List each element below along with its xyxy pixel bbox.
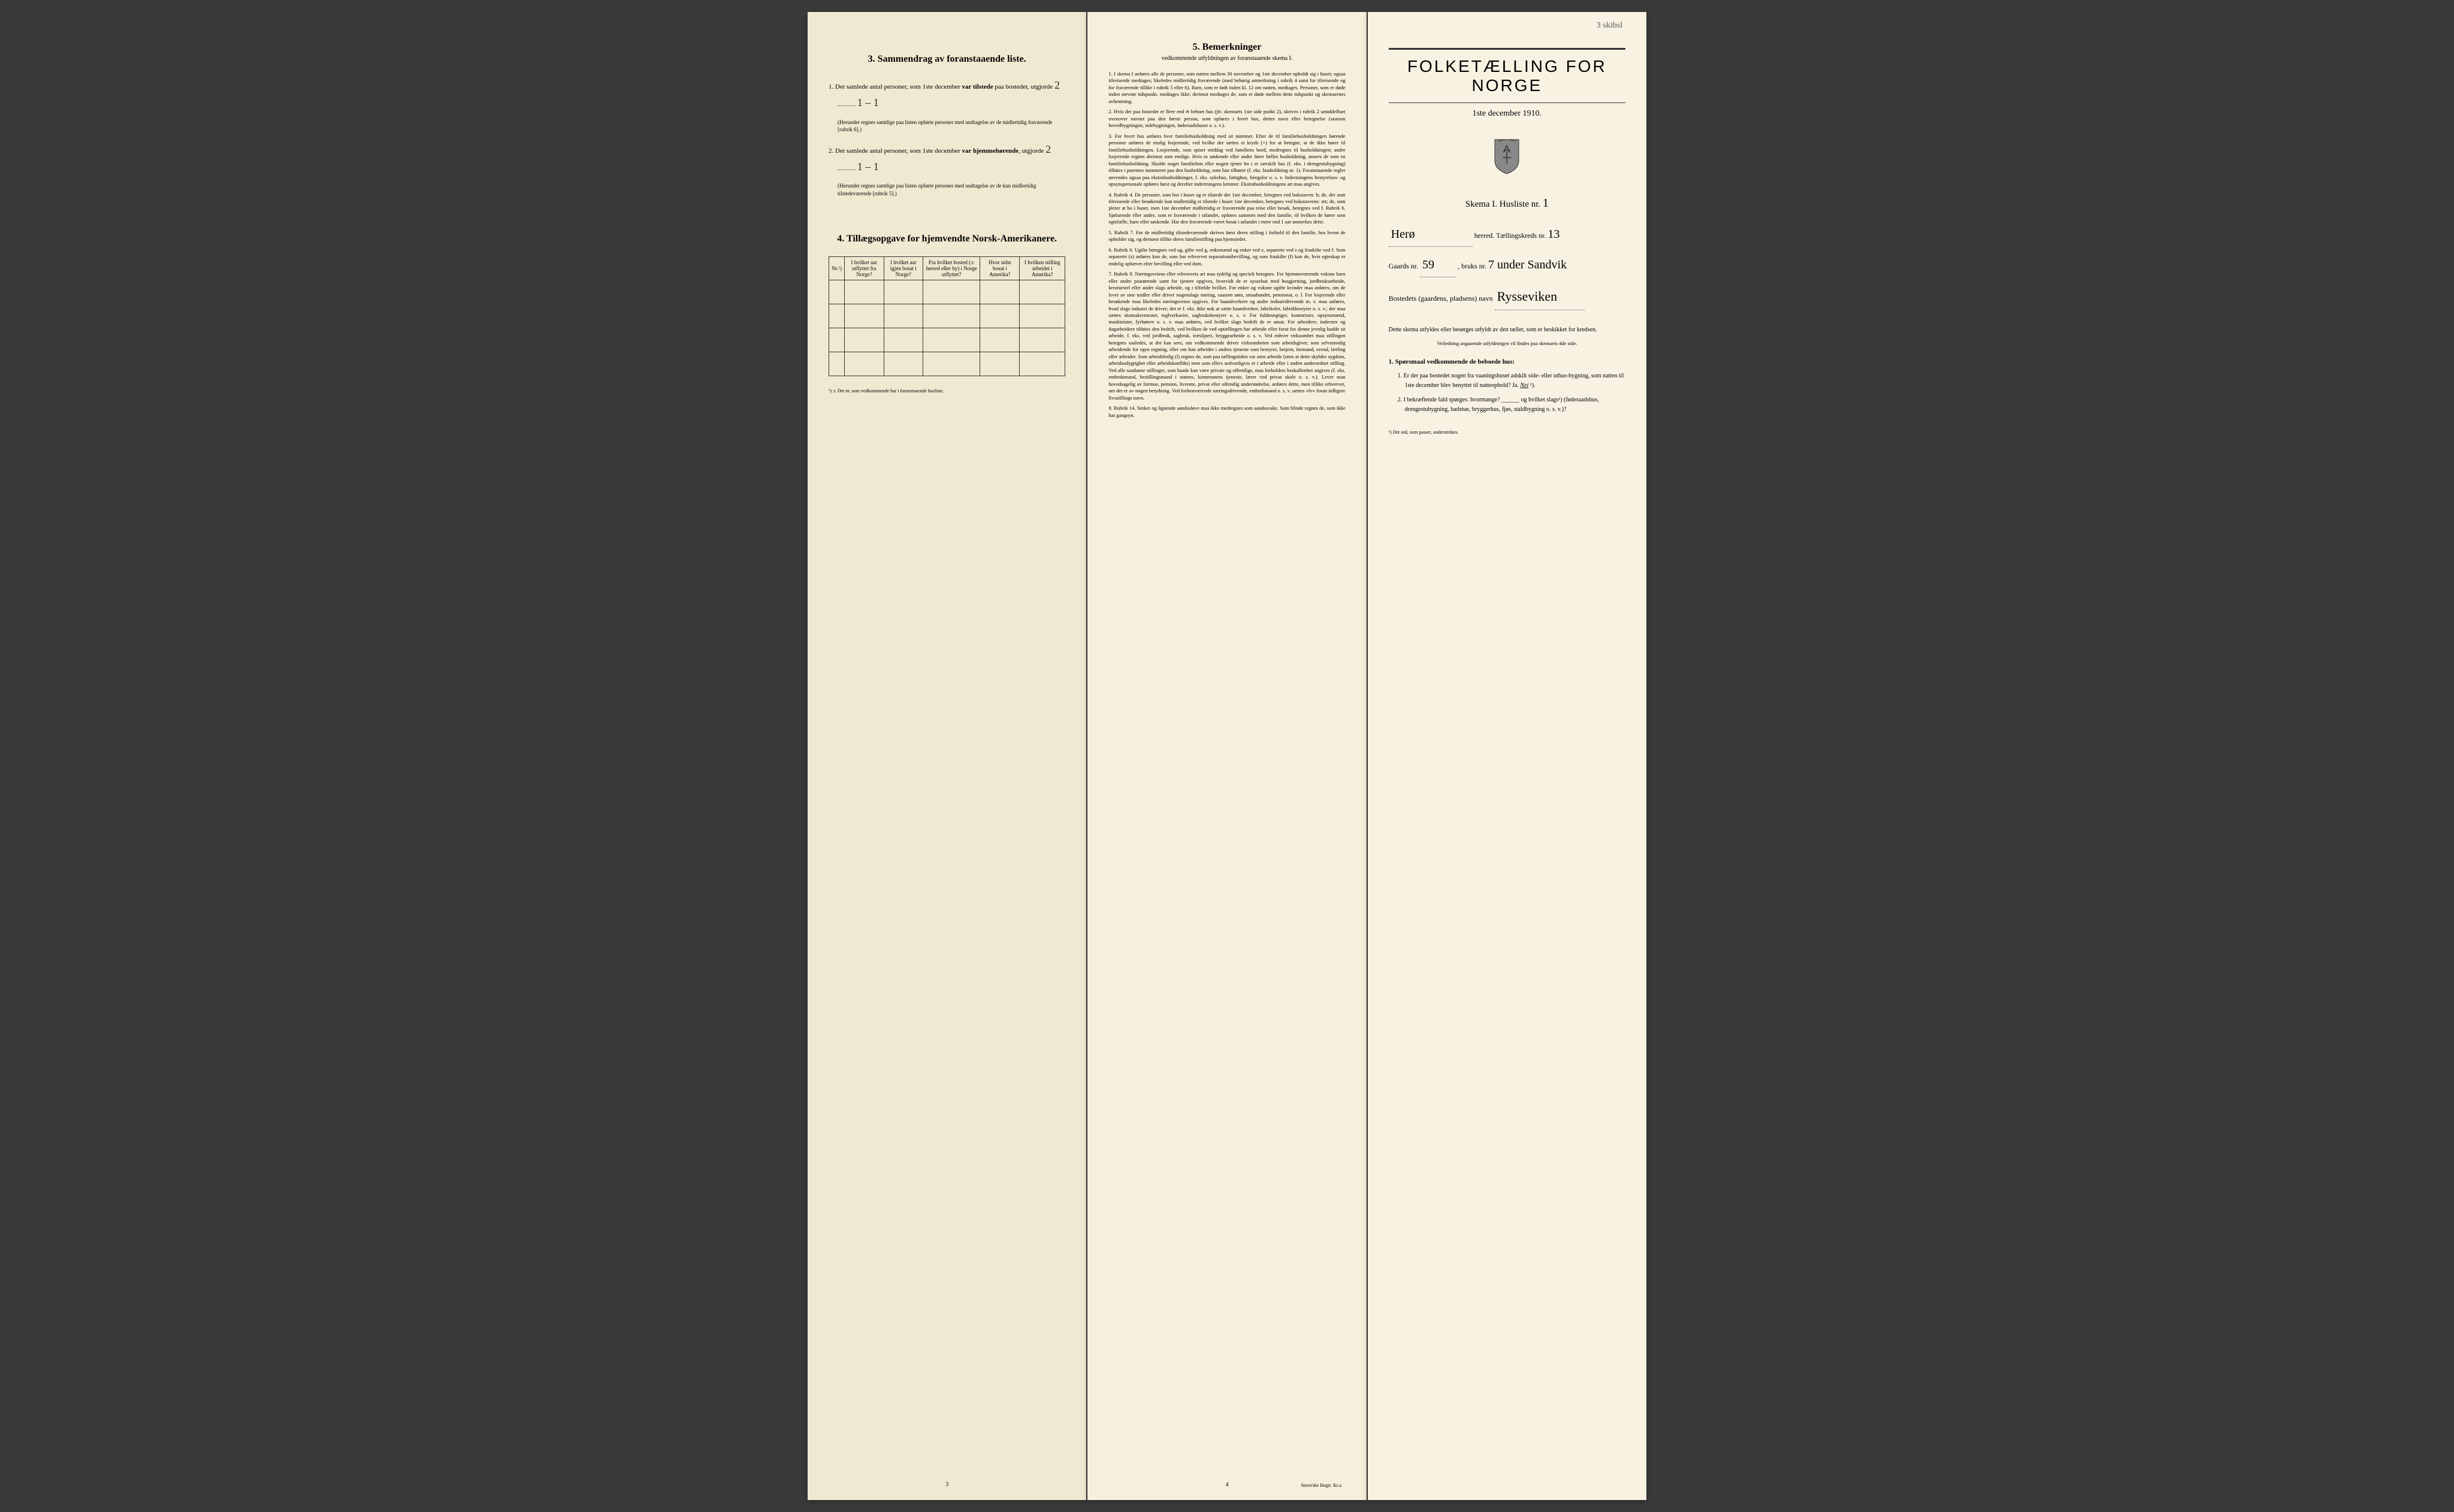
page-number: 3 bbox=[945, 1481, 948, 1488]
th-c2: I hvilket aar utflyttet fra Norge? bbox=[844, 256, 884, 280]
item1-value: 2 bbox=[1054, 79, 1060, 91]
remark-7: 7. Rubrik 9. Næringsveiens eller erhverv… bbox=[1108, 271, 1345, 401]
gaards-label: Gaards nr. bbox=[1389, 262, 1418, 270]
item1-note: (Herunder regnes samtlige paa listen opf… bbox=[838, 119, 1065, 134]
th-nr: Nr.¹) bbox=[829, 256, 845, 280]
census-date: 1ste december 1910. bbox=[1389, 109, 1625, 119]
herred-label: herred. Tællingskreds nr. bbox=[1474, 231, 1546, 240]
section-3-title: 3. Sammendrag av foranstaaende liste. bbox=[829, 54, 1065, 65]
printer-mark: Steen'ske Bogtr. Kr.a. bbox=[1301, 1483, 1342, 1488]
th-c4: Fra hvilket bosted (ɔ: herred eller by) … bbox=[923, 256, 980, 280]
remark-2: 2. Hvis der paa bostedet er flere end ét… bbox=[1108, 108, 1345, 129]
item1-bold: var tilstede bbox=[962, 83, 993, 90]
item2-bold: var hjemmehørende bbox=[962, 147, 1019, 155]
th-c5: Hvor sidst bosat i Amerika? bbox=[980, 256, 1020, 280]
question-heading: 1. Spørsmaal vedkommende de beboede hus: bbox=[1389, 358, 1625, 365]
instruction-subtext: Veiledning angaaende utfyldningen vil fi… bbox=[1389, 340, 1625, 346]
item2-note: (Herunder regnes samtlige paa listen opf… bbox=[838, 182, 1065, 197]
table-row bbox=[829, 280, 1065, 304]
item-1: 1. Det samlede antal personer, som 1ste … bbox=[829, 77, 1065, 111]
right-footnote: ¹) Det ord, som passer, understrekes. bbox=[1389, 430, 1625, 435]
q1-sup: ¹). bbox=[1530, 382, 1536, 389]
item2-post: , utgjorde bbox=[1019, 147, 1045, 155]
page-3: 3. Sammendrag av foranstaaende liste. 1.… bbox=[808, 12, 1086, 1500]
table-4: Nr.¹) I hvilket aar utflyttet fra Norge?… bbox=[829, 256, 1065, 376]
instruction-text: Dette skema utfyldes eller besørges utfy… bbox=[1389, 325, 1625, 334]
fill bbox=[838, 105, 856, 106]
th-c3: I hvilket aar igjen bosat i Norge? bbox=[884, 256, 923, 280]
kreds-nr: 13 bbox=[1548, 228, 1560, 241]
bosted-value: Rysseviken bbox=[1495, 283, 1585, 310]
item2-pre: 2. Det samlede antal personer, som 1ste … bbox=[829, 147, 962, 155]
section-5-subtitle: vedkommende utfyldningen av foranstaaend… bbox=[1108, 55, 1345, 62]
section-4-title: 4. Tillægsopgave for hjemvendte Norsk-Am… bbox=[829, 234, 1065, 244]
herred-value: Herø bbox=[1389, 222, 1473, 247]
th-c6: I hvilken stilling arbeidet i Amerika? bbox=[1020, 256, 1065, 280]
item2-value: 2 bbox=[1045, 143, 1051, 155]
table-row bbox=[829, 304, 1065, 328]
gaards-line: Gaards nr. 59 , bruks nr. 7 under Sandvi… bbox=[1389, 253, 1625, 277]
table-row bbox=[829, 352, 1065, 376]
page-4: 5. Bemerkninger vedkommende utfyldningen… bbox=[1087, 12, 1366, 1500]
item2-extra: 1 – 1 bbox=[857, 161, 879, 173]
coat-of-arms-icon bbox=[1389, 137, 1625, 179]
question-2: 2. I bekræftende fald spørges: hvormange… bbox=[1398, 395, 1625, 415]
item-2: 2. Det samlede antal personer, som 1ste … bbox=[829, 141, 1065, 176]
corner-annotation: 3 skibsl bbox=[1597, 21, 1622, 31]
remark-8: 8. Rubrik 14. Sinker og lignende aandssl… bbox=[1108, 405, 1345, 419]
bruks-label: , bruks nr. bbox=[1458, 262, 1486, 270]
remark-6: 6. Rubrik 8. Ugifte betegnes ved ug, gif… bbox=[1108, 247, 1345, 267]
table4-footnote: ¹) ɔ: Det nr. som vedkommende har i fora… bbox=[829, 388, 1065, 394]
husliste-nr: 1 bbox=[1543, 196, 1549, 210]
page-1-title: 3 skibsl FOLKETÆLLING FOR NORGE 1ste dec… bbox=[1368, 12, 1646, 1500]
page-number: 4 bbox=[1225, 1481, 1228, 1488]
item1-extra: 1 – 1 bbox=[857, 96, 879, 108]
table-row bbox=[829, 328, 1065, 352]
remarks-list: 1. I skema I anføres alle de personer, s… bbox=[1108, 71, 1345, 419]
document-spread: 3. Sammendrag av foranstaaende liste. 1.… bbox=[808, 12, 1646, 1500]
census-title: FOLKETÆLLING FOR NORGE bbox=[1389, 48, 1625, 103]
q1-answer: Nei bbox=[1520, 382, 1528, 389]
skema-line: Skema I. Husliste nr. 1 bbox=[1389, 196, 1625, 210]
question-1: 1. Er der paa bostedet nogen fra vaaning… bbox=[1398, 371, 1625, 391]
bosted-label: Bostedets (gaardens, pladsens) navn bbox=[1389, 294, 1493, 303]
bruks-nr: 7 under Sandvik bbox=[1488, 258, 1567, 271]
gaards-nr: 59 bbox=[1420, 253, 1456, 277]
q1-text: 1. Er der paa bostedet nogen fra vaaning… bbox=[1398, 373, 1624, 389]
herred-line: Herø herred. Tællingskreds nr. 13 bbox=[1389, 222, 1625, 247]
section-5-title: 5. Bemerkninger bbox=[1108, 42, 1345, 53]
bosted-line: Bostedets (gaardens, pladsens) navn Ryss… bbox=[1389, 283, 1625, 310]
remark-3: 3. For hvert hus anføres hver familiehus… bbox=[1108, 133, 1345, 188]
remark-4: 4. Rubrik 4. De personer, som bor i huse… bbox=[1108, 192, 1345, 226]
item1-post: paa bostedet, utgjorde bbox=[993, 83, 1054, 90]
remark-1: 1. I skema I anføres alle de personer, s… bbox=[1108, 71, 1345, 105]
remark-5: 5. Rubrik 7. For de midlertidig tilstede… bbox=[1108, 229, 1345, 243]
item1-pre: 1. Det samlede antal personer, som 1ste … bbox=[829, 83, 962, 90]
skema-label: Skema I. Husliste nr. bbox=[1465, 199, 1540, 209]
